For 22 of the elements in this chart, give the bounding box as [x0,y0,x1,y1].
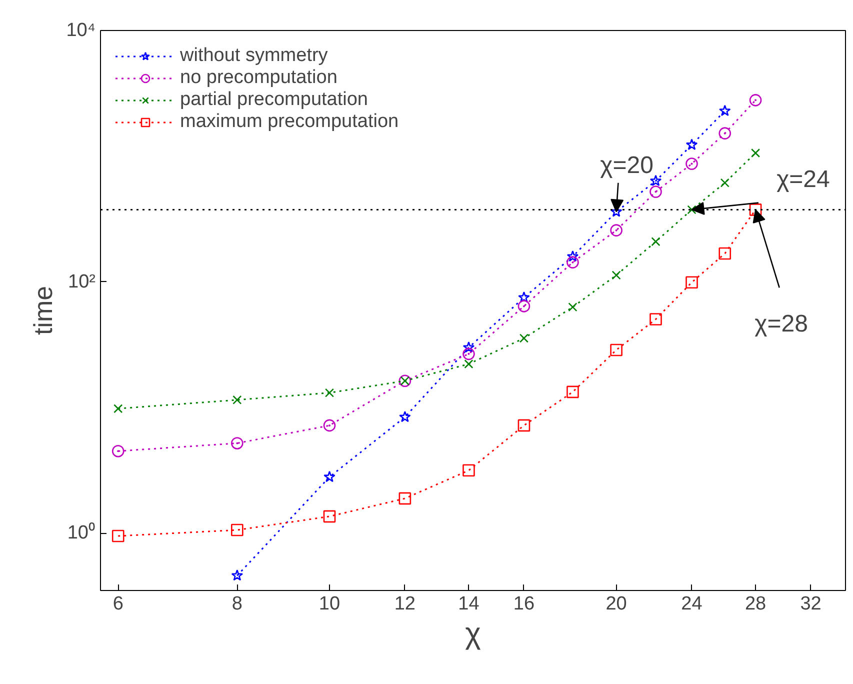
x-tick-label: 14 [458,594,480,614]
x-tick-label: 16 [513,594,535,614]
legend-label: maximum precomputation [180,111,399,133]
x-axis-title: χ [465,618,482,650]
annotation: χ=20 [600,152,654,179]
legend-label: no precomputation [180,67,338,89]
y-axis-title: time [28,286,58,336]
x-tick-label: 28 [744,594,766,614]
y-tick-label: 10² [68,271,96,292]
y-tick-label: 10⁴ [66,20,96,41]
annotation: χ=24 [776,166,830,194]
legend-label: partial precomputation [180,89,368,111]
x-tick-label: 6 [112,594,124,614]
x-tick-label: 24 [681,594,703,614]
legend-label: without symmetry [180,45,328,67]
annotation: χ=28 [754,310,808,338]
y-tick-label: 10⁰ [67,522,96,544]
x-tick-label: 20 [606,594,627,614]
x-tick-label: 12 [394,594,416,614]
x-tick-label: 8 [232,594,242,614]
x-tick-label: 10 [318,594,340,614]
x-tick-label: 32 [800,594,822,614]
